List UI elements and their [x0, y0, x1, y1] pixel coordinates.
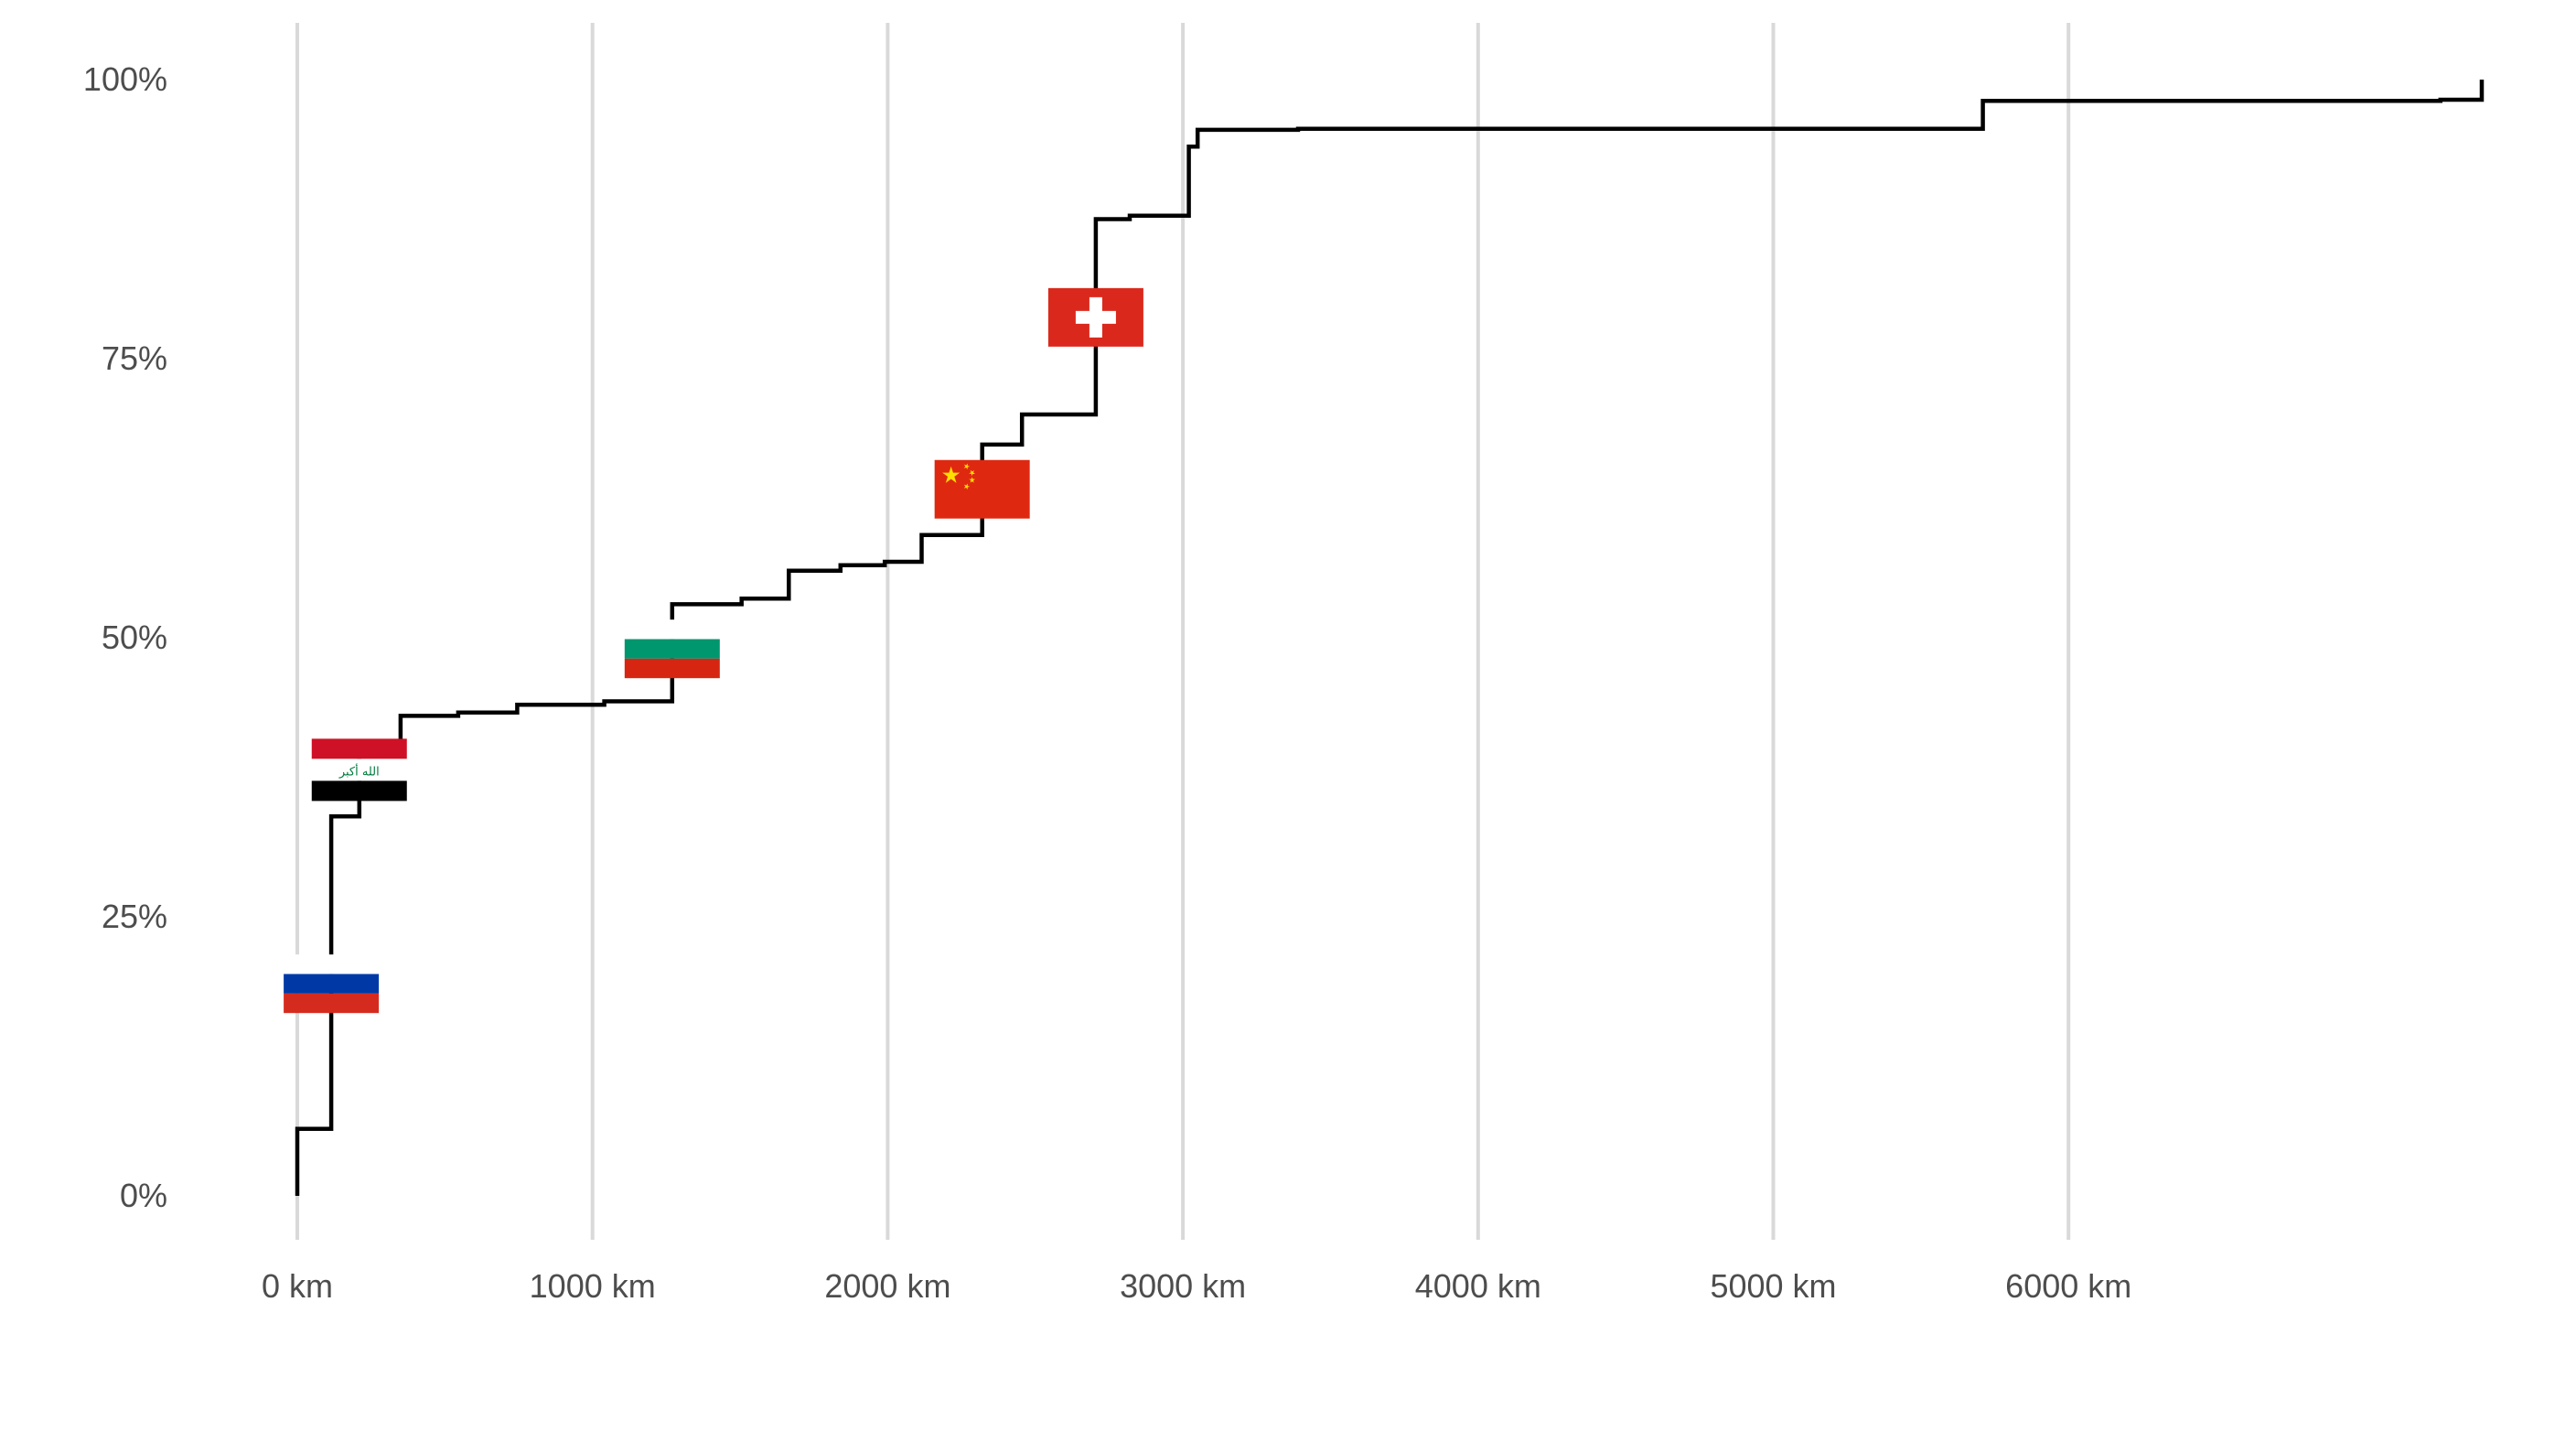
y-tick-label: 75%	[102, 339, 167, 377]
vertical-grid-lines	[295, 23, 2071, 1240]
iraq-flag-text: الله أكبر	[338, 763, 380, 779]
x-tick-label: 3000 km	[1120, 1267, 1246, 1305]
y-tick-label: 50%	[102, 619, 167, 656]
x-axis-tick-labels: 0 km 1000 km 2000 km 3000 km 4000 km 5000 km 6…	[262, 1267, 2131, 1305]
russia-flag-icon	[284, 954, 380, 1014]
y-tick-label: 100%	[83, 60, 167, 98]
bulgaria-flag-icon	[624, 619, 720, 679]
china-flag-icon	[934, 459, 1030, 519]
x-tick-label: 6000 km	[2005, 1267, 2131, 1305]
x-tick-label: 1000 km	[530, 1267, 656, 1305]
x-tick-label: 0 km	[262, 1267, 333, 1305]
y-axis-tick-labels: 0% 25% 50% 75% 100%	[83, 60, 167, 1214]
country-flag-annotations: الله أكبر	[284, 287, 1143, 1014]
switzerland-flag-icon	[1047, 287, 1143, 347]
y-tick-label: 0%	[120, 1177, 167, 1214]
x-tick-label: 4000 km	[1415, 1267, 1541, 1305]
y-tick-label: 25%	[102, 898, 167, 935]
iraq-flag-icon: الله أكبر	[311, 738, 407, 802]
x-tick-label: 2000 km	[824, 1267, 950, 1305]
x-tick-label: 5000 km	[1710, 1267, 1836, 1305]
